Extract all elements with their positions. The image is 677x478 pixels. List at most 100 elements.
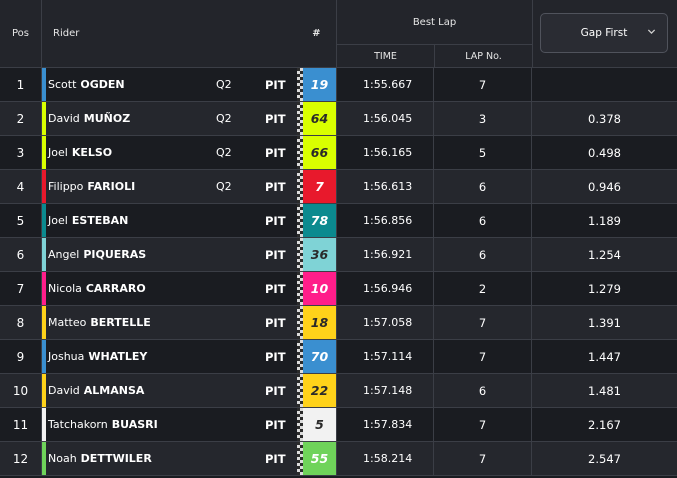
best-lap-number: 7 — [434, 442, 532, 475]
row-position: 7 — [0, 272, 42, 305]
best-lap-number: 3 — [434, 102, 532, 135]
rider-last-name: PIQUERAS — [83, 248, 147, 261]
rider-last-name: OGDEN — [80, 78, 125, 91]
rider-number: 7 — [303, 170, 337, 203]
rider-last-name: ALMANSA — [83, 384, 145, 397]
best-lap-time: 1:57.114 — [337, 340, 434, 373]
gap-first: 2.167 — [588, 417, 621, 432]
table-row[interactable]: 3 Joel KELSO Q2 PIT 66 1:56.165 5 0.498 — [0, 136, 677, 170]
checkered-flag-icon — [297, 238, 303, 271]
rider-first-name: Joel — [48, 214, 68, 227]
rider-name: David ALMANSA — [48, 374, 213, 407]
table-row[interactable]: 11 Tatchakorn BUASRI PIT 5 1:57.834 7 2.1… — [0, 408, 677, 442]
rider-first-name: Matteo — [48, 316, 87, 329]
rider-number: 66 — [303, 136, 337, 169]
table-row[interactable]: 8 Matteo BERTELLE PIT 18 1:57.058 7 1.391 — [0, 306, 677, 340]
session-badge — [216, 306, 246, 339]
rider-number: 5 — [303, 408, 337, 441]
best-lap-number: 7 — [434, 408, 532, 441]
checkered-flag-icon — [297, 136, 303, 169]
table-row[interactable]: 10 David ALMANSA PIT 22 1:57.148 6 1.481 — [0, 374, 677, 408]
header-number: # — [297, 0, 337, 67]
best-lap-number: 2 — [434, 272, 532, 305]
gap-first: 1.481 — [588, 383, 621, 398]
checkered-flag-icon — [297, 170, 303, 203]
rider-name: Matteo BERTELLE — [48, 306, 213, 339]
checkered-flag-icon — [297, 68, 303, 101]
rider-number: 22 — [303, 374, 337, 407]
best-lap-time: 1:56.045 — [337, 102, 434, 135]
header-pos: Pos — [0, 0, 42, 67]
gap-dropdown-label: Gap First — [580, 27, 628, 39]
pit-status: PIT — [265, 451, 286, 466]
table-row[interactable]: 5 Joel ESTEBAN PIT 78 1:56.856 6 1.189 — [0, 204, 677, 238]
checkered-flag-icon — [297, 102, 303, 135]
rider-first-name: David — [48, 384, 80, 397]
rider-number: 55 — [303, 442, 337, 475]
table-row[interactable]: 6 Angel PIQUERAS PIT 36 1:56.921 6 1.254 — [0, 238, 677, 272]
row-position: 6 — [0, 238, 42, 271]
team-color-stripe — [42, 272, 46, 305]
row-position: 1 — [0, 68, 42, 101]
header-gap-cell — [532, 0, 677, 67]
row-position: 3 — [0, 136, 42, 169]
pit-status: PIT — [265, 111, 286, 126]
table-row[interactable]: 7 Nicola CARRARO PIT 10 1:56.946 2 1.279 — [0, 272, 677, 306]
best-lap-number: 6 — [434, 170, 532, 203]
gap-first: 0.946 — [588, 179, 621, 194]
header-best-lap: Best Lap — [337, 0, 532, 45]
best-lap-number: 7 — [434, 340, 532, 373]
checkered-flag-icon — [297, 272, 303, 305]
team-color-stripe — [42, 374, 46, 407]
team-color-stripe — [42, 238, 46, 271]
team-color-stripe — [42, 170, 46, 203]
rider-number: 64 — [303, 102, 337, 135]
rider-name: Joel KELSO — [48, 136, 213, 169]
pit-status: PIT — [265, 77, 286, 92]
rider-name: Nicola CARRARO — [48, 272, 213, 305]
pit-status: PIT — [265, 315, 286, 330]
rider-first-name: Tatchakorn — [48, 418, 108, 431]
best-lap-time: 1:55.667 — [337, 68, 434, 101]
checkered-flag-icon — [297, 374, 303, 407]
best-lap-time: 1:57.148 — [337, 374, 434, 407]
header-best-lap-group: Best Lap TIME LAP No. — [337, 0, 532, 67]
rider-last-name: ESTEBAN — [71, 214, 129, 227]
rider-name: Scott OGDEN — [48, 68, 213, 101]
best-lap-time: 1:56.946 — [337, 272, 434, 305]
gap-first — [532, 68, 677, 101]
table-row[interactable]: 4 Filippo FARIOLI Q2 PIT 7 1:56.613 6 0.9… — [0, 170, 677, 204]
rider-last-name: WHATLEY — [88, 350, 148, 363]
gap-first: 1.391 — [588, 315, 621, 330]
rider-number: 18 — [303, 306, 337, 339]
checkered-flag-icon — [297, 204, 303, 237]
best-lap-number: 6 — [434, 374, 532, 407]
rider-name: Filippo FARIOLI — [48, 170, 213, 203]
pit-status: PIT — [265, 145, 286, 160]
team-color-stripe — [42, 340, 46, 373]
table-row[interactable]: 1 Scott OGDEN Q2 PIT 19 1:55.667 7 — [0, 68, 677, 102]
table-row[interactable]: 12 Noah DETTWILER PIT 55 1:58.214 7 2.547 — [0, 442, 677, 476]
pit-status: PIT — [265, 417, 286, 432]
checkered-flag-icon — [297, 306, 303, 339]
table-row[interactable]: 9 Joshua WHATLEY PIT 70 1:57.114 7 1.447 — [0, 340, 677, 374]
team-color-stripe — [42, 136, 46, 169]
rider-name: Tatchakorn BUASRI — [48, 408, 213, 441]
table-row[interactable]: 2 David MUÑOZ Q2 PIT 64 1:56.045 3 0.378 — [0, 102, 677, 136]
gap-first: 1.254 — [588, 247, 621, 262]
team-color-stripe — [42, 442, 46, 475]
best-lap-time: 1:57.058 — [337, 306, 434, 339]
row-position: 11 — [0, 408, 42, 441]
best-lap-number: 6 — [434, 204, 532, 237]
checkered-flag-icon — [297, 408, 303, 441]
row-position: 5 — [0, 204, 42, 237]
rider-first-name: Filippo — [48, 180, 84, 193]
best-lap-time: 1:58.214 — [337, 442, 434, 475]
chevron-down-icon — [647, 27, 656, 39]
session-badge — [216, 204, 246, 237]
gap-dropdown[interactable]: Gap First — [540, 13, 668, 53]
team-color-stripe — [42, 102, 46, 135]
rider-first-name: Angel — [48, 248, 80, 261]
best-lap-time: 1:56.856 — [337, 204, 434, 237]
best-lap-number: 6 — [434, 238, 532, 271]
